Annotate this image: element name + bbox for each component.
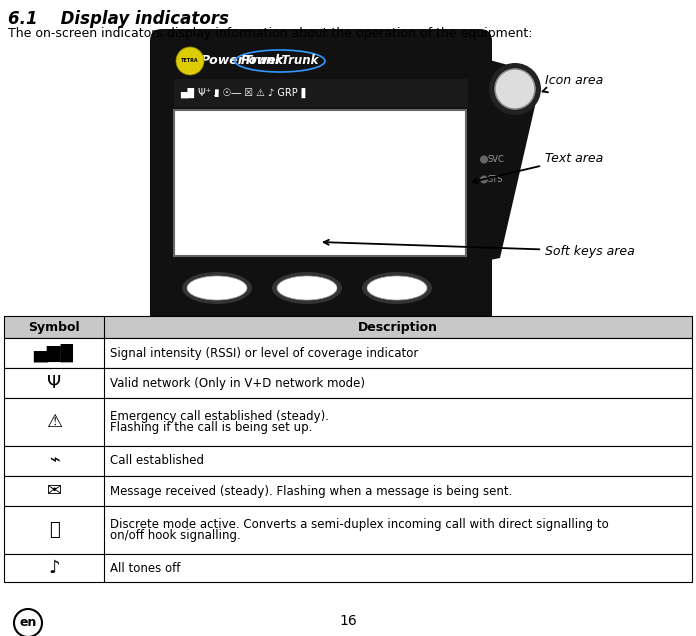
- Bar: [4, 398, 692, 446]
- Text: Soft keys area: Soft keys area: [324, 240, 635, 258]
- Circle shape: [480, 155, 488, 163]
- Circle shape: [176, 47, 204, 75]
- Text: 16: 16: [339, 614, 357, 628]
- Text: OK: OK: [304, 235, 324, 249]
- Text: Icon area: Icon area: [542, 74, 603, 92]
- Circle shape: [480, 176, 488, 184]
- Text: ♪: ♪: [48, 559, 60, 577]
- Ellipse shape: [187, 276, 247, 300]
- FancyBboxPatch shape: [150, 29, 492, 330]
- Text: ⌁: ⌁: [49, 452, 59, 470]
- Text: ▅▇▉: ▅▇▉: [33, 344, 74, 363]
- Bar: [4, 446, 692, 476]
- Text: Emergency call established (steady).: Emergency call established (steady).: [110, 410, 329, 423]
- Bar: [174, 110, 466, 256]
- Text: on/off hook signalling.: on/off hook signalling.: [110, 529, 241, 542]
- Text: SVC: SVC: [488, 155, 505, 164]
- Text: 6.1    Display indicators: 6.1 Display indicators: [8, 10, 229, 28]
- Text: STS: STS: [488, 175, 503, 184]
- Circle shape: [495, 69, 535, 109]
- Text: The on-screen indicators display information about the operation of the equipmen: The on-screen indicators display informa…: [8, 27, 532, 40]
- Text: Valid network (Only in V+D network mode): Valid network (Only in V+D network mode): [110, 377, 365, 389]
- Text: Message received (steady). Flashing when a message is being sent.: Message received (steady). Flashing when…: [110, 485, 512, 497]
- Text: Text area: Text area: [473, 151, 603, 183]
- Bar: [4, 476, 692, 506]
- Text: ▅▉ Ψ⁺ ▮̷ ☉― ☒ ⚠ ♪ GRP▐: ▅▉ Ψ⁺ ▮̷ ☉― ☒ ⚠ ♪ GRP▐: [180, 88, 306, 98]
- Text: All tones off: All tones off: [110, 562, 180, 574]
- Ellipse shape: [367, 276, 427, 300]
- Ellipse shape: [362, 272, 432, 304]
- Circle shape: [489, 63, 541, 115]
- Bar: [4, 506, 692, 554]
- Ellipse shape: [182, 272, 252, 304]
- Text: PowerTrunk: PowerTrunk: [241, 55, 319, 67]
- Text: Flashing if the call is being set up.: Flashing if the call is being set up.: [110, 421, 313, 434]
- Text: Exit: Exit: [182, 235, 205, 249]
- Text: ✉: ✉: [47, 482, 61, 500]
- Text: ⚠: ⚠: [46, 413, 62, 431]
- Polygon shape: [475, 56, 535, 263]
- Bar: [4, 554, 692, 582]
- Text: 🔇: 🔇: [49, 521, 59, 539]
- Circle shape: [14, 609, 42, 636]
- Ellipse shape: [277, 276, 337, 300]
- Bar: [174, 79, 468, 107]
- Circle shape: [495, 69, 535, 109]
- Ellipse shape: [272, 272, 342, 304]
- Text: PowerTrunk: PowerTrunk: [200, 55, 284, 67]
- Text: Discrete mode active. Converts a semi-duplex incoming call with direct signallin: Discrete mode active. Converts a semi-du…: [110, 518, 609, 531]
- Bar: [4, 338, 692, 368]
- Text: Signal intensity (RSSI) or level of coverage indicator: Signal intensity (RSSI) or level of cove…: [110, 347, 418, 359]
- Text: Description: Description: [358, 321, 438, 333]
- Text: Ψ: Ψ: [47, 374, 61, 392]
- Text: TETRA: TETRA: [181, 59, 199, 64]
- Bar: [174, 48, 468, 76]
- Text: Call established: Call established: [110, 455, 204, 467]
- Bar: [4, 368, 692, 398]
- Text: en: en: [19, 616, 37, 630]
- Text: Symbol: Symbol: [28, 321, 80, 333]
- Bar: [4, 316, 692, 338]
